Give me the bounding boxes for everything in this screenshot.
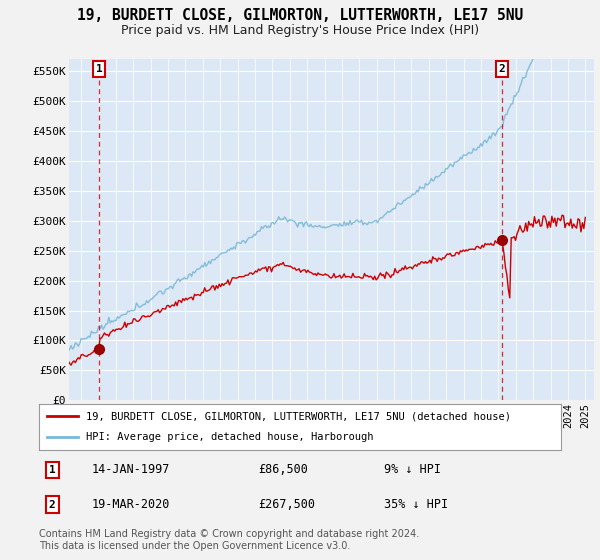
Text: 2: 2 — [499, 64, 505, 74]
Text: HPI: Average price, detached house, Harborough: HPI: Average price, detached house, Harb… — [86, 432, 373, 442]
Text: Contains HM Land Registry data © Crown copyright and database right 2024.
This d: Contains HM Land Registry data © Crown c… — [39, 529, 419, 551]
Text: 35% ↓ HPI: 35% ↓ HPI — [383, 498, 448, 511]
Text: Price paid vs. HM Land Registry's House Price Index (HPI): Price paid vs. HM Land Registry's House … — [121, 24, 479, 36]
Text: 14-JAN-1997: 14-JAN-1997 — [91, 463, 170, 476]
Text: £86,500: £86,500 — [258, 463, 308, 476]
Text: 1: 1 — [96, 64, 103, 74]
Text: 19, BURDETT CLOSE, GILMORTON, LUTTERWORTH, LE17 5NU: 19, BURDETT CLOSE, GILMORTON, LUTTERWORT… — [77, 8, 523, 24]
Text: 9% ↓ HPI: 9% ↓ HPI — [383, 463, 440, 476]
Text: 19-MAR-2020: 19-MAR-2020 — [91, 498, 170, 511]
Text: 19, BURDETT CLOSE, GILMORTON, LUTTERWORTH, LE17 5NU (detached house): 19, BURDETT CLOSE, GILMORTON, LUTTERWORT… — [86, 411, 511, 421]
Text: £267,500: £267,500 — [258, 498, 315, 511]
Text: 2: 2 — [49, 500, 55, 510]
Text: 1: 1 — [49, 465, 55, 475]
